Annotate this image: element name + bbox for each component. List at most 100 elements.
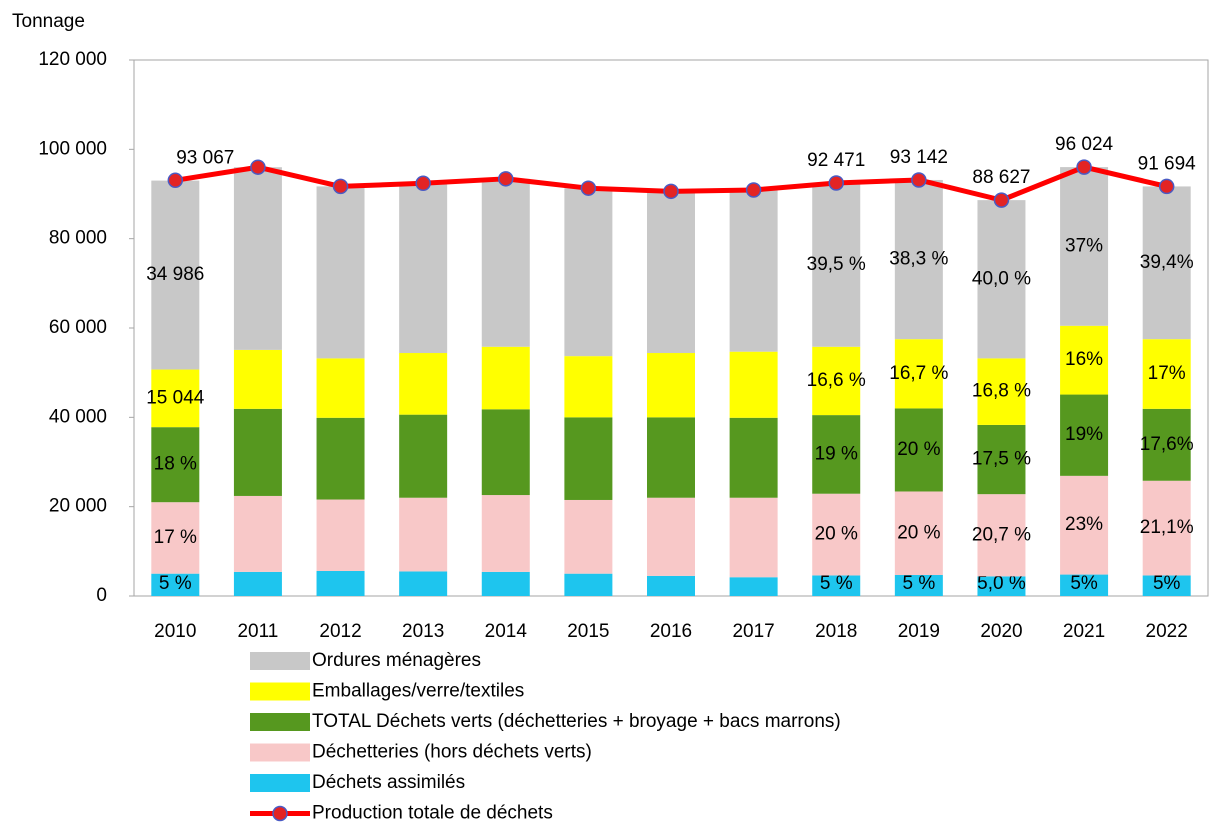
bar-segment [729, 577, 778, 596]
bar-segment [151, 180, 200, 370]
line-value-label: 93 067 [176, 147, 234, 168]
line-value-label: 92 471 [807, 150, 865, 171]
y-tick-label: 0 [96, 585, 107, 606]
bar-segment [647, 353, 695, 418]
bar-segment [894, 339, 943, 409]
bar-segment [316, 186, 365, 359]
bar-segment [812, 346, 861, 416]
legend-swatch [250, 682, 310, 701]
data-label: 5% [1070, 573, 1098, 594]
legend-label: TOTAL Déchets verts (déchetteries + broy… [312, 711, 841, 732]
x-tick-label: 2017 [732, 621, 774, 642]
legend-marker [272, 805, 288, 822]
bar-segment [729, 189, 778, 352]
line-marker [828, 175, 844, 191]
data-label: 17,5 % [972, 449, 1031, 470]
y-tick-label: 40 000 [49, 406, 107, 427]
line-marker [332, 178, 349, 195]
data-label: 5 % [820, 573, 853, 594]
y-axis-label: Tonnage [12, 11, 85, 32]
legend-swatch [250, 713, 310, 731]
data-label: 18 % [154, 454, 197, 475]
line-marker [250, 159, 266, 175]
bar-segment [977, 576, 1026, 596]
data-label: 15 044 [146, 387, 205, 408]
bar-segment [564, 417, 613, 500]
data-label: 5% [1153, 573, 1181, 594]
bar-segment [399, 353, 448, 415]
legend-swatch [250, 652, 310, 670]
bar-segment [399, 497, 448, 572]
data-label: 5,0 % [977, 573, 1026, 594]
data-label: 16,8 % [972, 381, 1031, 402]
bar-segment [564, 573, 613, 596]
legend-label: Déchetteries (hors déchets verts) [312, 742, 592, 763]
bar-segment [894, 491, 943, 576]
line-value-label: 93 142 [890, 147, 948, 168]
x-tick-label: 2010 [154, 621, 196, 642]
bar-segment [564, 499, 613, 574]
bar-segment [647, 575, 695, 596]
bar-segment [894, 179, 943, 340]
bar-segment [894, 408, 943, 492]
bar-segment [316, 570, 365, 596]
bar-segment [481, 346, 530, 410]
x-tick-label: 2018 [815, 621, 857, 642]
data-label: 20 % [815, 524, 858, 545]
line-marker [498, 171, 514, 187]
line-marker [167, 172, 184, 189]
line-marker [745, 182, 762, 198]
legend-swatch [250, 774, 310, 792]
bar-segment [1060, 574, 1109, 596]
bar-segment [316, 417, 365, 500]
x-tick-label: 2019 [898, 621, 940, 642]
data-label: 37% [1065, 235, 1103, 256]
bar-segment [1060, 325, 1109, 395]
x-tick-label: 2021 [1063, 621, 1105, 642]
bar-segment [1060, 475, 1109, 575]
bar-segment [812, 493, 861, 576]
bar-segment [812, 415, 861, 494]
bar-segment [647, 417, 695, 498]
line-marker [580, 180, 597, 196]
y-tick-label: 120 000 [38, 49, 107, 70]
bar-segment [151, 427, 200, 503]
y-tick-label: 80 000 [49, 228, 107, 249]
data-label: 16,7 % [889, 363, 948, 384]
bar-segment [233, 495, 282, 572]
y-tick-label: 20 000 [49, 496, 107, 517]
data-label: 40,0 % [972, 268, 1031, 289]
x-tick-label: 2022 [1146, 621, 1188, 642]
bar-segment [316, 499, 365, 571]
x-tick-label: 2012 [319, 621, 361, 642]
bar-segment [564, 188, 613, 357]
line-value-label: 88 627 [972, 167, 1030, 188]
line-marker [1076, 159, 1092, 175]
bar-segment [233, 349, 282, 409]
bar-segment [481, 409, 530, 496]
bar-segment [894, 575, 943, 596]
bar-segment [1060, 167, 1109, 326]
data-label: 16,6 % [807, 370, 866, 391]
bar-segment [233, 167, 282, 350]
legend-label: Emballages/verre/textiles [312, 681, 524, 702]
data-label: 17 % [154, 527, 197, 548]
line-value-label: 96 024 [1055, 134, 1114, 155]
bar-segment [647, 497, 695, 576]
data-label: 19 % [815, 443, 858, 464]
bar-segment [1142, 339, 1191, 409]
bar-segment [233, 571, 282, 596]
bar-segment [977, 424, 1026, 495]
line-value-label: 91 694 [1138, 153, 1197, 174]
data-label: 5 % [159, 573, 192, 594]
bar-segment [1142, 575, 1191, 596]
y-tick-label: 100 000 [38, 138, 107, 159]
bar-segment [729, 497, 778, 578]
data-label: 16% [1065, 349, 1103, 370]
bar-segment [729, 351, 778, 418]
bar-segment [399, 571, 448, 596]
line-marker [1158, 178, 1175, 195]
y-tick-label: 60 000 [49, 317, 107, 338]
line-marker [415, 175, 431, 192]
bar-segment [1142, 186, 1191, 340]
